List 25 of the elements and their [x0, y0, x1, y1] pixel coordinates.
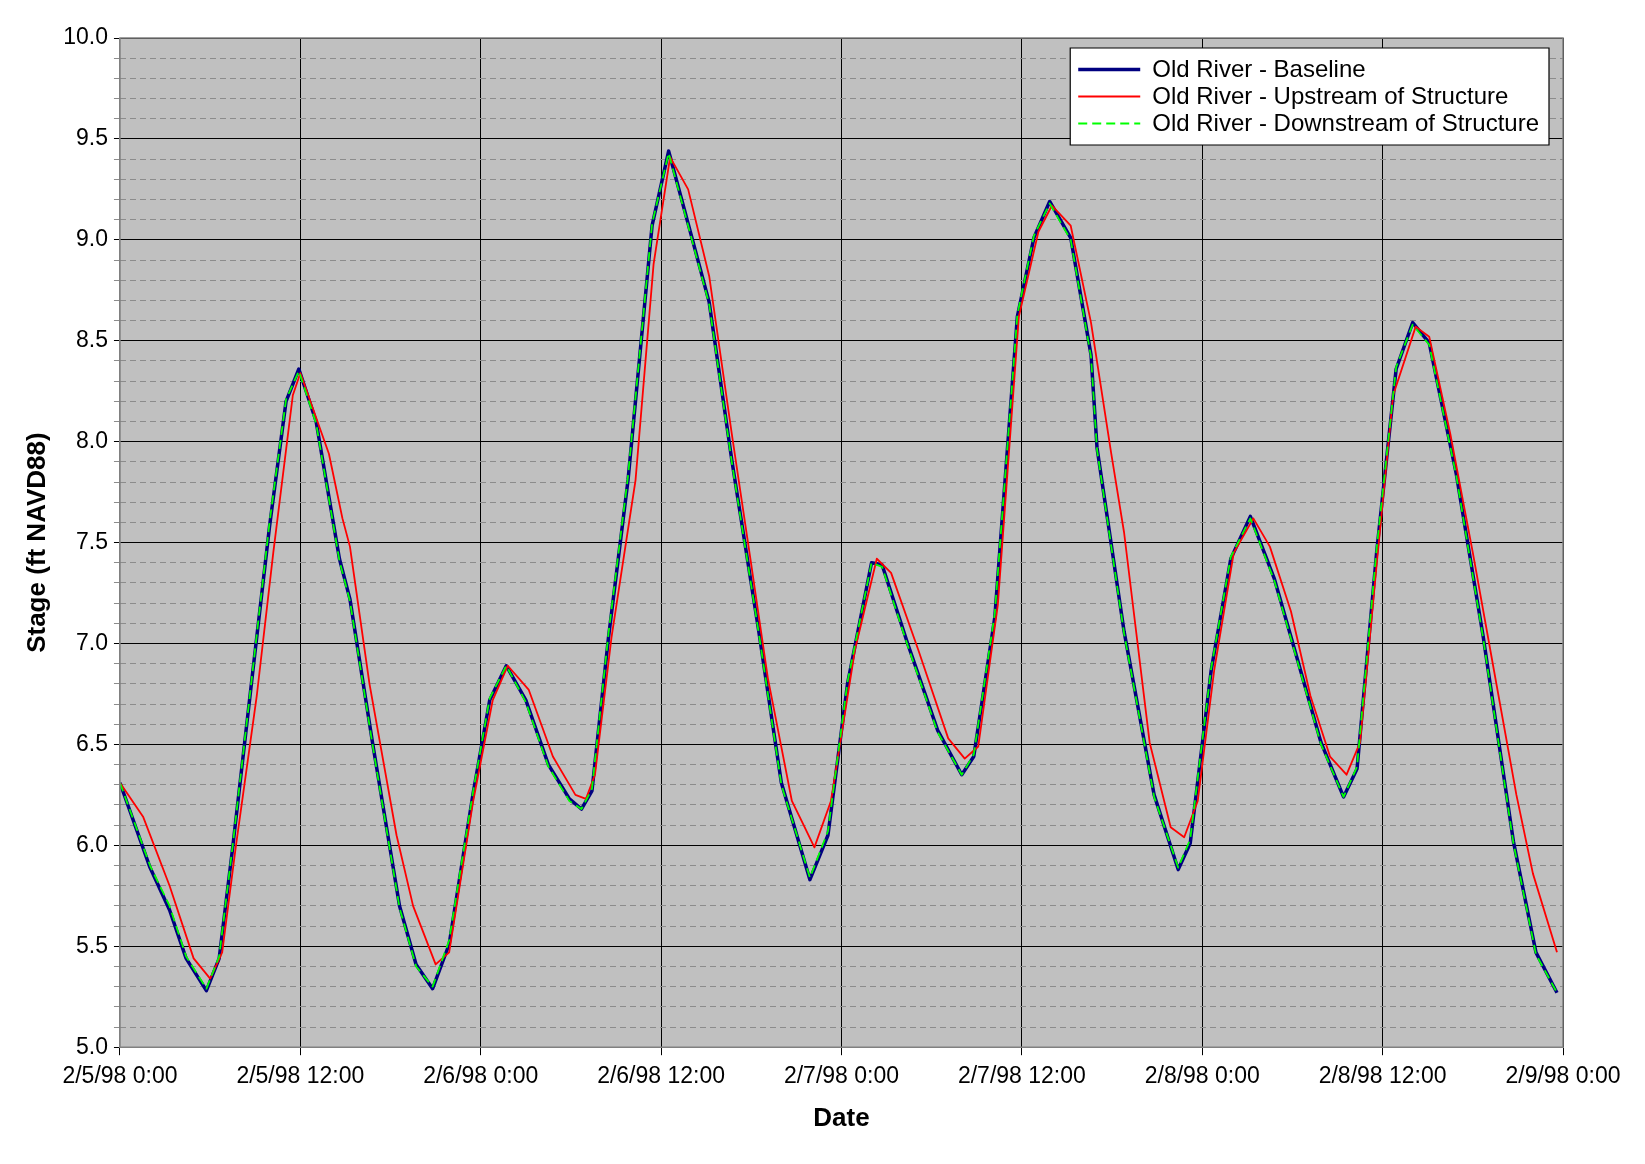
- y-tick-label: 6.0: [75, 830, 108, 857]
- y-tick-label: 9.5: [75, 124, 108, 151]
- x-tick-label: 2/6/98 12:00: [597, 1062, 726, 1089]
- x-tick-label: 2/7/98 12:00: [957, 1062, 1086, 1089]
- x-tick-label: 2/8/98 0:00: [1144, 1062, 1260, 1089]
- x-tick-label: 2/7/98 0:00: [783, 1062, 900, 1089]
- x-tick-label: 2/5/98 12:00: [236, 1062, 365, 1089]
- y-tick-label: 7.5: [75, 527, 108, 554]
- x-tick-label: 2/8/98 12:00: [1318, 1062, 1447, 1089]
- y-tick-label: 5.0: [75, 1032, 108, 1059]
- y-tick-label: 8.5: [75, 326, 108, 353]
- y-tick-label: 9.0: [75, 225, 108, 252]
- legend-label: Old River - Upstream of Structure: [1152, 82, 1509, 110]
- x-tick-label: 2/5/98 0:00: [62, 1062, 178, 1089]
- x-tick-label: 2/6/98 0:00: [423, 1062, 539, 1089]
- y-tick-label: 8.0: [75, 427, 108, 454]
- x-axis-title: Date: [813, 1101, 870, 1132]
- y-tick-label: 7.0: [75, 628, 108, 655]
- legend-label: Old River - Downstream of Structure: [1152, 109, 1539, 137]
- legend-label: Old River - Baseline: [1152, 55, 1366, 83]
- y-tick-label: 6.5: [75, 729, 108, 756]
- y-tick-label: 10.0: [63, 23, 108, 50]
- y-axis-title: Stage (ft NAVD88): [20, 432, 51, 653]
- y-tick-label: 5.5: [75, 931, 108, 958]
- x-tick-label: 2/9/98 0:00: [1505, 1062, 1621, 1089]
